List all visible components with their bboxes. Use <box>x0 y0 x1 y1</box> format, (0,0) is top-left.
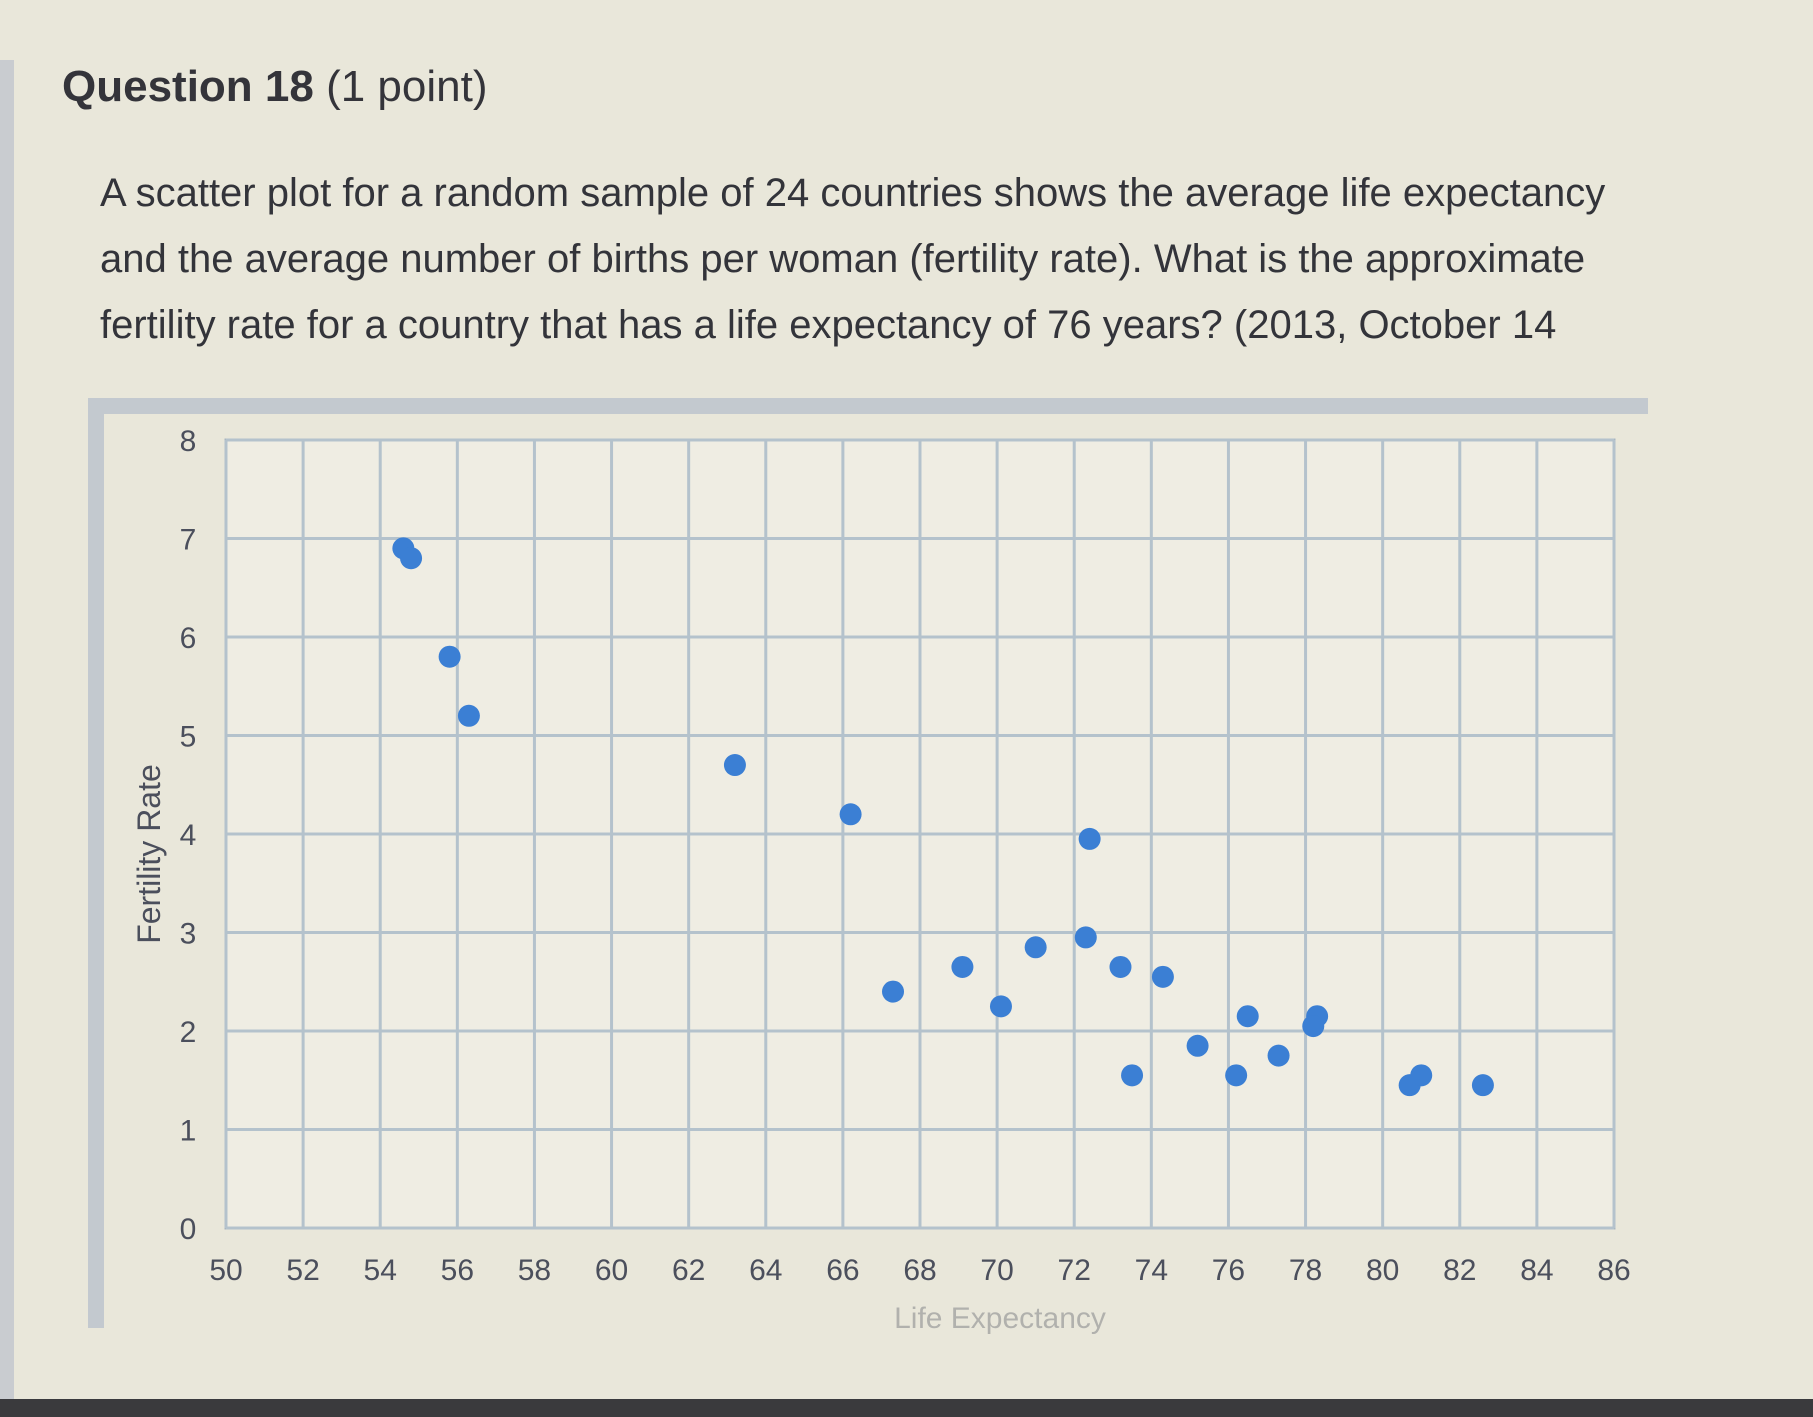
question-line: A scatter plot for a random sample of 24… <box>100 171 1606 215</box>
question-points: (1 point) <box>326 62 488 111</box>
y-axis-ticks: 0 1 2 3 4 5 6 7 8 <box>180 425 197 1246</box>
y-tick-label: 0 <box>180 1213 197 1246</box>
x-tick-label: 82 <box>1443 1254 1476 1287</box>
data-point <box>1151 965 1174 988</box>
data-point <box>1121 1064 1144 1087</box>
question-title: Question 18 (1 point) <box>62 62 488 112</box>
data-point <box>438 645 461 668</box>
data-point <box>1471 1074 1494 1097</box>
x-tick-label: 72 <box>1058 1254 1091 1287</box>
data-point <box>1236 1005 1259 1028</box>
y-tick-label: 6 <box>180 622 197 655</box>
data-point <box>400 547 423 570</box>
y-tick-label: 7 <box>180 524 197 557</box>
chart-grid <box>224 438 1616 1230</box>
x-tick-label: 56 <box>441 1254 474 1287</box>
x-tick-label: 70 <box>980 1254 1013 1287</box>
data-point <box>1074 926 1097 949</box>
data-point <box>1024 936 1047 959</box>
question-text: A scatter plot for a random sample of 24… <box>100 160 1813 358</box>
screen-bezel <box>0 1399 1813 1417</box>
x-tick-label: 52 <box>286 1254 319 1287</box>
y-tick-label: 4 <box>180 819 197 852</box>
x-tick-label: 62 <box>672 1254 705 1287</box>
y-tick-label: 2 <box>180 1016 197 1049</box>
x-tick-label: 58 <box>518 1254 551 1287</box>
x-tick-label: 80 <box>1366 1254 1399 1287</box>
data-point <box>1410 1064 1433 1087</box>
x-tick-label: 86 <box>1597 1254 1630 1287</box>
x-axis-ticks: 50 52 54 56 58 60 62 64 66 68 70 72 74 76 78 80 82 84 86 <box>209 1254 1630 1287</box>
data-point <box>1078 827 1101 850</box>
data-points <box>392 537 1494 1097</box>
question-line: fertility rate for a country that has a … <box>100 303 1557 347</box>
x-tick-label: 50 <box>209 1254 242 1287</box>
data-point <box>1267 1044 1290 1067</box>
data-point <box>839 803 862 826</box>
question-line: and the average number of births per wom… <box>100 237 1586 281</box>
data-point <box>1109 955 1132 978</box>
x-axis-label: Life Expectancy <box>894 1302 1106 1335</box>
x-tick-label: 54 <box>364 1254 397 1287</box>
x-tick-label: 74 <box>1135 1254 1168 1287</box>
question-number: Question 18 <box>62 62 314 111</box>
data-point <box>723 754 746 777</box>
left-panel-edge <box>0 60 14 1400</box>
y-tick-label: 5 <box>180 721 197 754</box>
y-tick-label: 8 <box>180 425 197 458</box>
data-point <box>1225 1064 1248 1087</box>
chart-frame <box>88 398 1648 1328</box>
data-point <box>457 704 480 727</box>
y-tick-label: 1 <box>180 1115 197 1148</box>
x-tick-label: 64 <box>749 1254 782 1287</box>
x-tick-label: 84 <box>1520 1254 1553 1287</box>
x-tick-label: 66 <box>826 1254 859 1287</box>
data-point <box>1302 1015 1325 1038</box>
x-tick-label: 68 <box>903 1254 936 1287</box>
y-tick-label: 3 <box>180 918 197 951</box>
data-point <box>1186 1034 1209 1057</box>
x-tick-label: 60 <box>595 1254 628 1287</box>
x-tick-label: 78 <box>1289 1254 1322 1287</box>
data-point <box>951 955 974 978</box>
x-tick-label: 76 <box>1212 1254 1245 1287</box>
data-point <box>989 995 1012 1018</box>
data-point <box>882 980 905 1003</box>
y-axis-label: Fertility Rate <box>131 764 167 944</box>
